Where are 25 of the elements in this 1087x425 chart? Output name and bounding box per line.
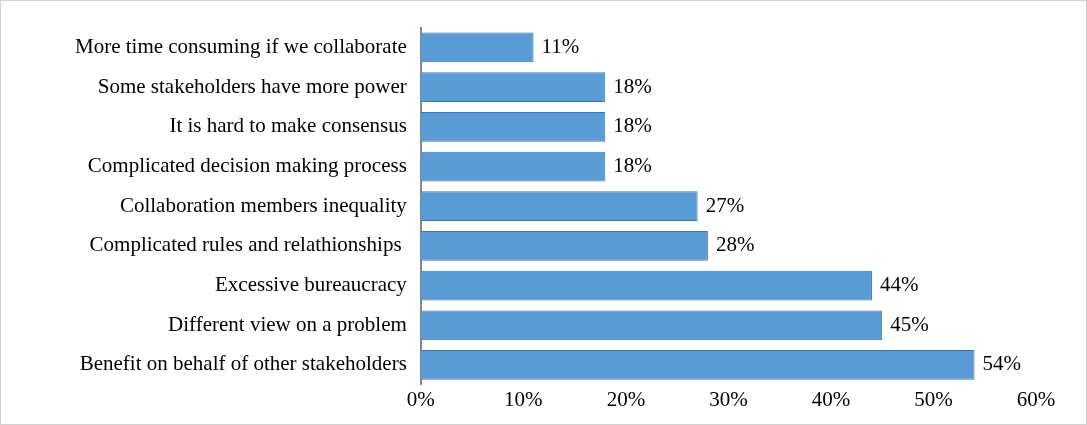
y-tick-label: Some stakeholders have more power [97, 73, 407, 98]
y-tick-label: Different view on a problem [168, 311, 407, 336]
x-tick-label: 20% [606, 386, 646, 411]
data-label: 28% [715, 232, 755, 257]
data-label: 54% [982, 351, 1021, 376]
x-tick-label: 60% [1016, 386, 1056, 411]
x-tick-label: 0% [406, 386, 435, 411]
y-tick-label: More time consuming if we collaborate [74, 33, 407, 58]
x-tick-label: 50% [914, 386, 953, 411]
y-tick-label: Complicated decision making process [87, 153, 407, 178]
data-label: 18% [613, 113, 652, 138]
data-label: 18% [613, 153, 652, 178]
data-label: 44% [879, 272, 919, 297]
data-label: 18% [613, 73, 652, 98]
y-tick-label: Excessive bureaucracy [215, 272, 408, 297]
x-tick-label: 40% [811, 386, 851, 411]
y-tick-label: Complicated rules and relathionships [89, 232, 407, 257]
y-tick-label: Collaboration members inequality [119, 192, 408, 217]
data-label: 27% [705, 192, 745, 217]
data-label: 45% [890, 311, 929, 336]
y-tick-label: It is hard to make consensus [169, 113, 407, 138]
data-label: 11% [541, 33, 580, 58]
y-tick-label: Benefit on behalf of other stakeholders [79, 351, 407, 376]
x-tick-label: 30% [709, 386, 748, 411]
x-tick-label: 10% [504, 386, 543, 411]
